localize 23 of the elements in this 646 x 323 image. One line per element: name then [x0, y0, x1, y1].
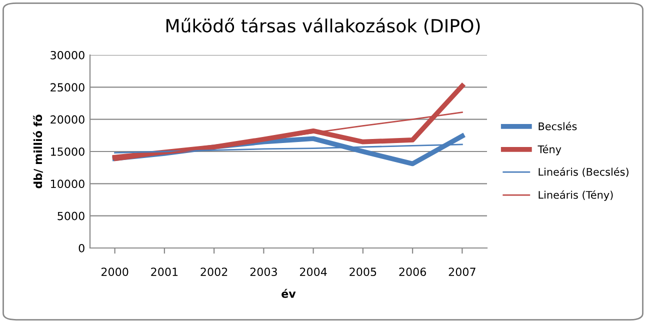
x-tick-label: 2004 — [300, 268, 327, 276]
y-tick-label: 20000 — [50, 115, 84, 124]
y-tick-label: 0 — [78, 244, 84, 252]
x-tick-label: 2006 — [399, 268, 426, 276]
legend-label: Tény — [538, 144, 562, 156]
x-tick-label: 2001 — [151, 268, 178, 276]
y-tick-label: 10000 — [51, 180, 84, 188]
x-tick-label: 2007 — [448, 268, 476, 276]
legend-label: Becslés — [538, 122, 577, 130]
x-axis-title: év — [282, 288, 296, 298]
y-tick-label: 25000 — [50, 83, 84, 92]
line-series — [112, 83, 465, 160]
y-axis-title: db/ millió fő — [33, 114, 43, 188]
y-tick-label: 5000 — [58, 212, 84, 220]
x-tick-label: 2000 — [101, 268, 128, 276]
y-tick-label: 15000 — [51, 147, 84, 156]
chart-title: Működő társas vállakozások (DIPO) — [166, 18, 480, 35]
x-tick-label: 2002 — [200, 268, 228, 276]
legend-label: Lineáris (Tény) — [538, 190, 613, 201]
y-tick-label: 30000 — [50, 50, 84, 60]
x-tick-label: 2003 — [250, 268, 277, 276]
x-tick-label: 2005 — [350, 268, 376, 276]
legend-label: Lineáris (Becslés) — [538, 167, 628, 178]
